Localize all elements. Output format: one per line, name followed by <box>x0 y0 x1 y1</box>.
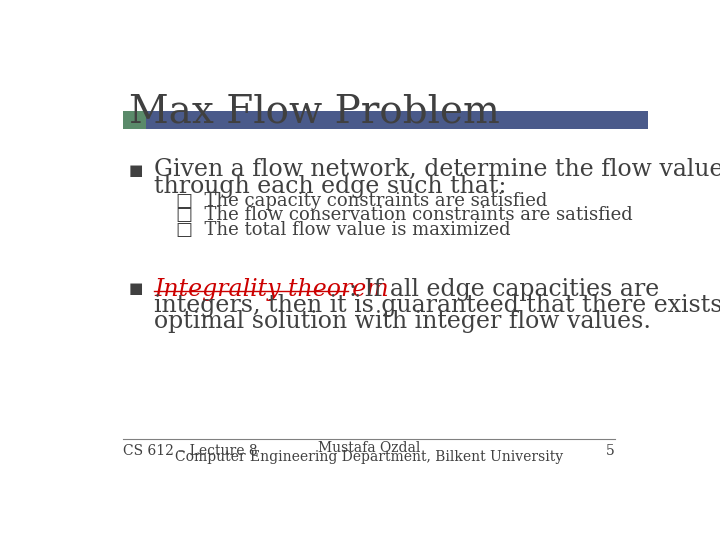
Text: Integrality theorem: Integrality theorem <box>154 278 389 301</box>
Text: : If all edge capacities are: : If all edge capacities are <box>349 278 660 301</box>
Text: integers, then it is guaranteed that there exists an: integers, then it is guaranteed that the… <box>154 294 720 318</box>
Text: Given a flow network, determine the flow values: Given a flow network, determine the flow… <box>154 158 720 181</box>
Bar <box>124 111 145 129</box>
Text: ■: ■ <box>129 163 143 178</box>
Text: □  The total flow value is maximized: □ The total flow value is maximized <box>176 221 511 239</box>
Text: ■: ■ <box>129 281 143 296</box>
Text: Mustafa Ozdal: Mustafa Ozdal <box>318 441 420 455</box>
Text: □  The flow conservation constraints are satisfied: □ The flow conservation constraints are … <box>176 206 634 224</box>
Text: CS 612 – Lecture 8: CS 612 – Lecture 8 <box>124 444 258 458</box>
Text: Max Flow Problem: Max Flow Problem <box>129 94 500 131</box>
Text: Computer Engineering Department, Bilkent University: Computer Engineering Department, Bilkent… <box>175 450 563 464</box>
Text: 5: 5 <box>606 444 615 458</box>
Text: optimal solution with integer flow values.: optimal solution with integer flow value… <box>154 310 651 333</box>
Bar <box>145 111 648 129</box>
Text: through each edge such that:: through each edge such that: <box>154 175 507 198</box>
Text: □  The capacity constraints are satisfied: □ The capacity constraints are satisfied <box>176 192 548 210</box>
